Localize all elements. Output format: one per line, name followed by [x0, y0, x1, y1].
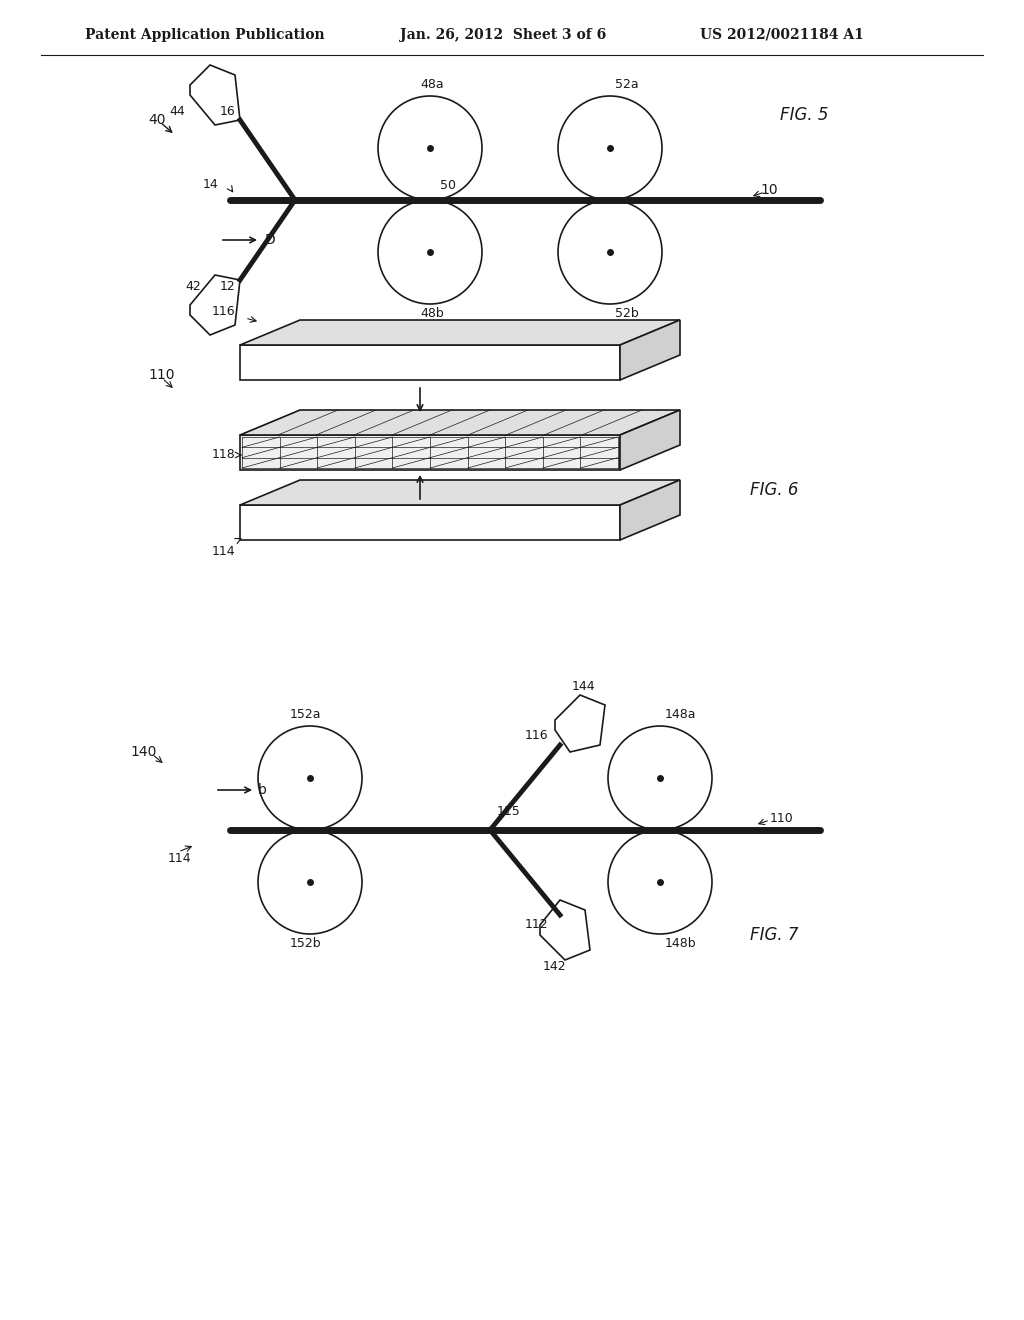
Text: 152a: 152a [290, 708, 322, 721]
Text: 52a: 52a [615, 78, 639, 91]
Text: 40: 40 [148, 114, 166, 127]
Text: Jan. 26, 2012  Sheet 3 of 6: Jan. 26, 2012 Sheet 3 of 6 [400, 28, 606, 42]
Polygon shape [240, 319, 680, 345]
Text: 10: 10 [760, 183, 777, 197]
Text: 16: 16 [220, 106, 236, 117]
Text: 12: 12 [220, 280, 236, 293]
Circle shape [558, 201, 662, 304]
Circle shape [258, 830, 362, 935]
Polygon shape [190, 275, 240, 335]
Text: 144: 144 [572, 680, 596, 693]
Text: 148a: 148a [665, 708, 696, 721]
Text: 114: 114 [168, 851, 191, 865]
Polygon shape [555, 696, 605, 752]
Polygon shape [240, 506, 620, 540]
Text: FIG. 7: FIG. 7 [750, 927, 799, 944]
Text: 50: 50 [440, 180, 456, 191]
Text: 42: 42 [185, 280, 201, 293]
Text: 142: 142 [543, 960, 566, 973]
Text: 110: 110 [148, 368, 174, 381]
Polygon shape [240, 436, 620, 470]
Text: 14: 14 [203, 178, 218, 191]
Circle shape [608, 726, 712, 830]
Text: 48a: 48a [420, 78, 443, 91]
Polygon shape [240, 411, 680, 436]
Circle shape [378, 201, 482, 304]
Text: FIG. 6: FIG. 6 [750, 480, 799, 499]
Circle shape [378, 96, 482, 201]
Text: 152b: 152b [290, 937, 322, 950]
Polygon shape [240, 480, 680, 506]
Circle shape [258, 726, 362, 830]
Text: D: D [265, 234, 275, 247]
Text: 48b: 48b [420, 308, 443, 319]
Text: 116: 116 [211, 305, 234, 318]
Polygon shape [240, 345, 620, 380]
Polygon shape [190, 65, 240, 125]
Text: 110: 110 [770, 812, 794, 825]
Polygon shape [620, 480, 680, 540]
Polygon shape [620, 319, 680, 380]
Text: 148b: 148b [665, 937, 696, 950]
Text: 114: 114 [211, 545, 234, 558]
Text: 118: 118 [211, 449, 234, 462]
Text: 115: 115 [497, 805, 521, 818]
Text: 116: 116 [524, 729, 548, 742]
Text: b: b [258, 783, 267, 797]
Circle shape [608, 830, 712, 935]
Circle shape [558, 96, 662, 201]
Polygon shape [540, 900, 590, 960]
Text: 52b: 52b [615, 308, 639, 319]
Text: 140: 140 [130, 744, 157, 759]
Text: 112: 112 [524, 917, 548, 931]
Text: FIG. 5: FIG. 5 [780, 106, 828, 124]
Text: Patent Application Publication: Patent Application Publication [85, 28, 325, 42]
Text: US 2012/0021184 A1: US 2012/0021184 A1 [700, 28, 864, 42]
Text: 44: 44 [169, 106, 185, 117]
Polygon shape [620, 411, 680, 470]
